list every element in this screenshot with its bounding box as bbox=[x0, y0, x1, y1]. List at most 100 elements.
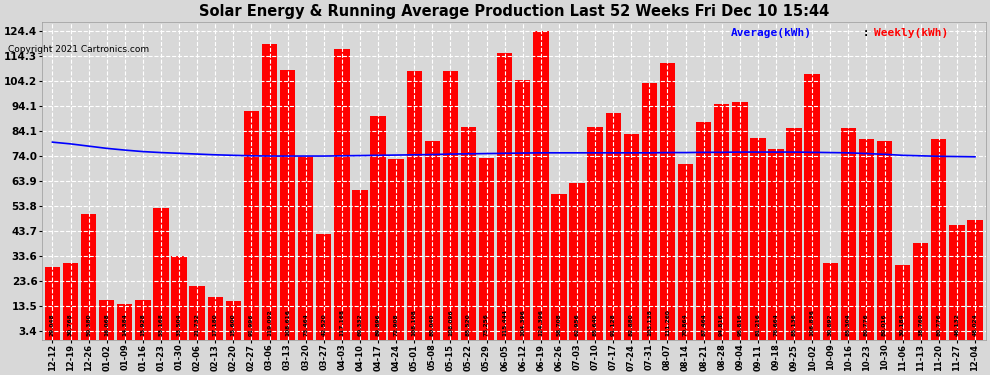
Text: 62.956: 62.956 bbox=[574, 313, 579, 336]
Text: :: : bbox=[855, 28, 876, 38]
Bar bbox=[534, 31, 548, 339]
Bar bbox=[370, 116, 386, 339]
Text: 30.892: 30.892 bbox=[828, 313, 833, 336]
Text: 95.816: 95.816 bbox=[738, 313, 742, 336]
Bar bbox=[895, 265, 911, 339]
Text: 46.132: 46.132 bbox=[954, 313, 959, 336]
Text: 21.732: 21.732 bbox=[195, 313, 200, 336]
Bar bbox=[261, 44, 277, 339]
Bar bbox=[99, 300, 115, 339]
Text: 30.184: 30.184 bbox=[900, 313, 905, 336]
Text: 94.816: 94.816 bbox=[719, 313, 725, 336]
Text: 80.040: 80.040 bbox=[430, 314, 435, 336]
Bar bbox=[497, 53, 513, 339]
Text: 117.168: 117.168 bbox=[340, 309, 345, 336]
Bar bbox=[62, 263, 78, 339]
Text: 53.168: 53.168 bbox=[158, 313, 163, 336]
Bar bbox=[805, 74, 820, 339]
Bar bbox=[696, 122, 712, 339]
Bar bbox=[624, 134, 639, 339]
Text: Average(kWh): Average(kWh) bbox=[731, 28, 812, 38]
Text: 89.896: 89.896 bbox=[375, 313, 380, 336]
Text: 81.216: 81.216 bbox=[755, 313, 760, 336]
Bar bbox=[136, 300, 150, 339]
Bar bbox=[967, 220, 983, 339]
Bar bbox=[733, 102, 747, 339]
Text: 30.768: 30.768 bbox=[68, 313, 73, 336]
Bar bbox=[841, 128, 856, 339]
Bar bbox=[587, 127, 603, 339]
Text: 72.908: 72.908 bbox=[394, 313, 399, 336]
Bar bbox=[858, 139, 874, 339]
Bar bbox=[117, 304, 133, 339]
Bar bbox=[479, 158, 494, 339]
Bar bbox=[949, 225, 964, 339]
Text: 108.108: 108.108 bbox=[412, 309, 417, 336]
Text: 50.380: 50.380 bbox=[86, 313, 91, 336]
Bar bbox=[298, 157, 314, 339]
Text: 85.520: 85.520 bbox=[466, 313, 471, 336]
Text: 42.520: 42.520 bbox=[322, 313, 327, 336]
Text: 108.616: 108.616 bbox=[285, 309, 290, 336]
Text: 82.880: 82.880 bbox=[629, 313, 634, 336]
Bar bbox=[678, 164, 693, 339]
Text: 124.396: 124.396 bbox=[539, 309, 544, 336]
Text: 111.260: 111.260 bbox=[665, 309, 670, 336]
Title: Solar Energy & Running Average Production Last 52 Weeks Fri Dec 10 15:44: Solar Energy & Running Average Productio… bbox=[199, 4, 829, 19]
Bar bbox=[425, 141, 440, 339]
Bar bbox=[932, 139, 946, 339]
Text: Weekly(kWh): Weekly(kWh) bbox=[874, 28, 948, 38]
Text: 103.138: 103.138 bbox=[646, 309, 651, 336]
Bar bbox=[642, 84, 657, 339]
Text: 106.836: 106.836 bbox=[810, 309, 815, 336]
Bar bbox=[569, 183, 585, 339]
Bar bbox=[659, 63, 675, 339]
Bar bbox=[515, 80, 531, 339]
Bar bbox=[45, 267, 60, 339]
Bar bbox=[316, 234, 332, 339]
Text: 15.600: 15.600 bbox=[231, 313, 236, 336]
Text: 85.640: 85.640 bbox=[593, 313, 598, 336]
Bar bbox=[786, 128, 802, 339]
Bar bbox=[913, 243, 929, 339]
Bar bbox=[280, 70, 295, 339]
Bar bbox=[460, 127, 476, 339]
Bar bbox=[750, 138, 765, 339]
Bar bbox=[226, 301, 241, 339]
Text: 29.048: 29.048 bbox=[50, 313, 54, 336]
Text: 108.096: 108.096 bbox=[447, 309, 452, 336]
Text: 80.776: 80.776 bbox=[937, 313, 941, 336]
Bar bbox=[81, 214, 96, 339]
Bar bbox=[208, 297, 223, 339]
Bar bbox=[443, 71, 458, 339]
Text: 91.996: 91.996 bbox=[248, 314, 253, 336]
Bar bbox=[189, 286, 205, 339]
Text: 14.384: 14.384 bbox=[123, 313, 128, 336]
Text: 76.664: 76.664 bbox=[773, 313, 778, 336]
Bar bbox=[606, 113, 621, 339]
Bar bbox=[768, 149, 784, 339]
Text: 38.760: 38.760 bbox=[918, 313, 924, 336]
Text: 87.464: 87.464 bbox=[701, 313, 706, 336]
Text: 104.396: 104.396 bbox=[521, 309, 526, 336]
Text: 85.136: 85.136 bbox=[792, 313, 797, 336]
Bar bbox=[714, 104, 730, 339]
Bar bbox=[352, 190, 367, 339]
Bar bbox=[823, 263, 838, 339]
Text: 33.504: 33.504 bbox=[176, 313, 181, 336]
Text: 16.068: 16.068 bbox=[104, 313, 109, 336]
Bar bbox=[335, 49, 349, 339]
Text: 85.304: 85.304 bbox=[845, 313, 850, 336]
Text: Copyright 2021 Cartronics.com: Copyright 2021 Cartronics.com bbox=[8, 45, 149, 54]
Text: 73.256: 73.256 bbox=[484, 313, 489, 336]
Text: 91.128: 91.128 bbox=[611, 313, 616, 336]
Text: 80.776: 80.776 bbox=[864, 313, 869, 336]
Text: 58.708: 58.708 bbox=[556, 313, 561, 336]
Text: 115.444: 115.444 bbox=[502, 309, 507, 336]
Text: 70.864: 70.864 bbox=[683, 313, 688, 336]
Text: 119.092: 119.092 bbox=[267, 309, 272, 336]
Bar bbox=[153, 207, 168, 339]
Text: 15.928: 15.928 bbox=[141, 313, 146, 336]
Text: 17.180: 17.180 bbox=[213, 313, 218, 336]
Bar bbox=[407, 71, 422, 339]
